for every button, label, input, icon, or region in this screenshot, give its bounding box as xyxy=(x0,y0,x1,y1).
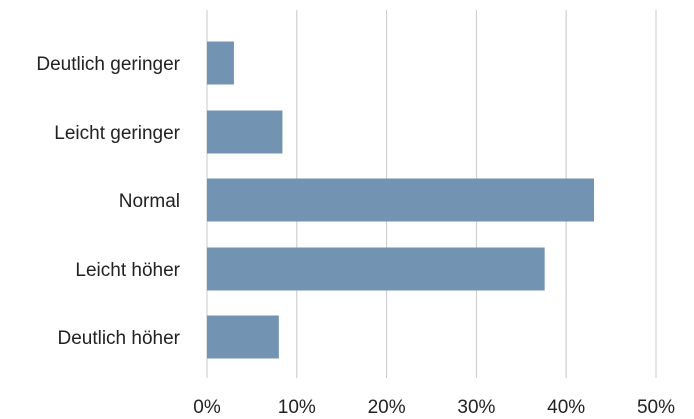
bar xyxy=(207,41,234,85)
x-tick-label: 10% xyxy=(278,397,316,418)
bars xyxy=(207,41,595,359)
bar xyxy=(207,247,545,291)
category-label: Deutlich geringer xyxy=(36,54,180,75)
category-label: Deutlich höher xyxy=(57,328,180,349)
category-label: Leicht geringer xyxy=(54,123,180,144)
x-tick-label: 40% xyxy=(547,397,585,418)
bar xyxy=(207,178,595,222)
bar xyxy=(207,315,279,359)
category-label: Normal xyxy=(119,191,180,212)
category-label: Leicht höher xyxy=(75,260,180,281)
x-tick-label: 0% xyxy=(193,397,221,418)
bar xyxy=(207,110,283,154)
category-labels: Deutlich geringer Leicht geringer Normal Le… xyxy=(36,54,180,349)
x-tick-label: 30% xyxy=(457,397,495,418)
x-tick-label: 50% xyxy=(637,397,675,418)
x-tick-label: 20% xyxy=(368,397,406,418)
x-tick-labels: 0% 10% 20% 30% 40% 50% xyxy=(193,397,675,418)
